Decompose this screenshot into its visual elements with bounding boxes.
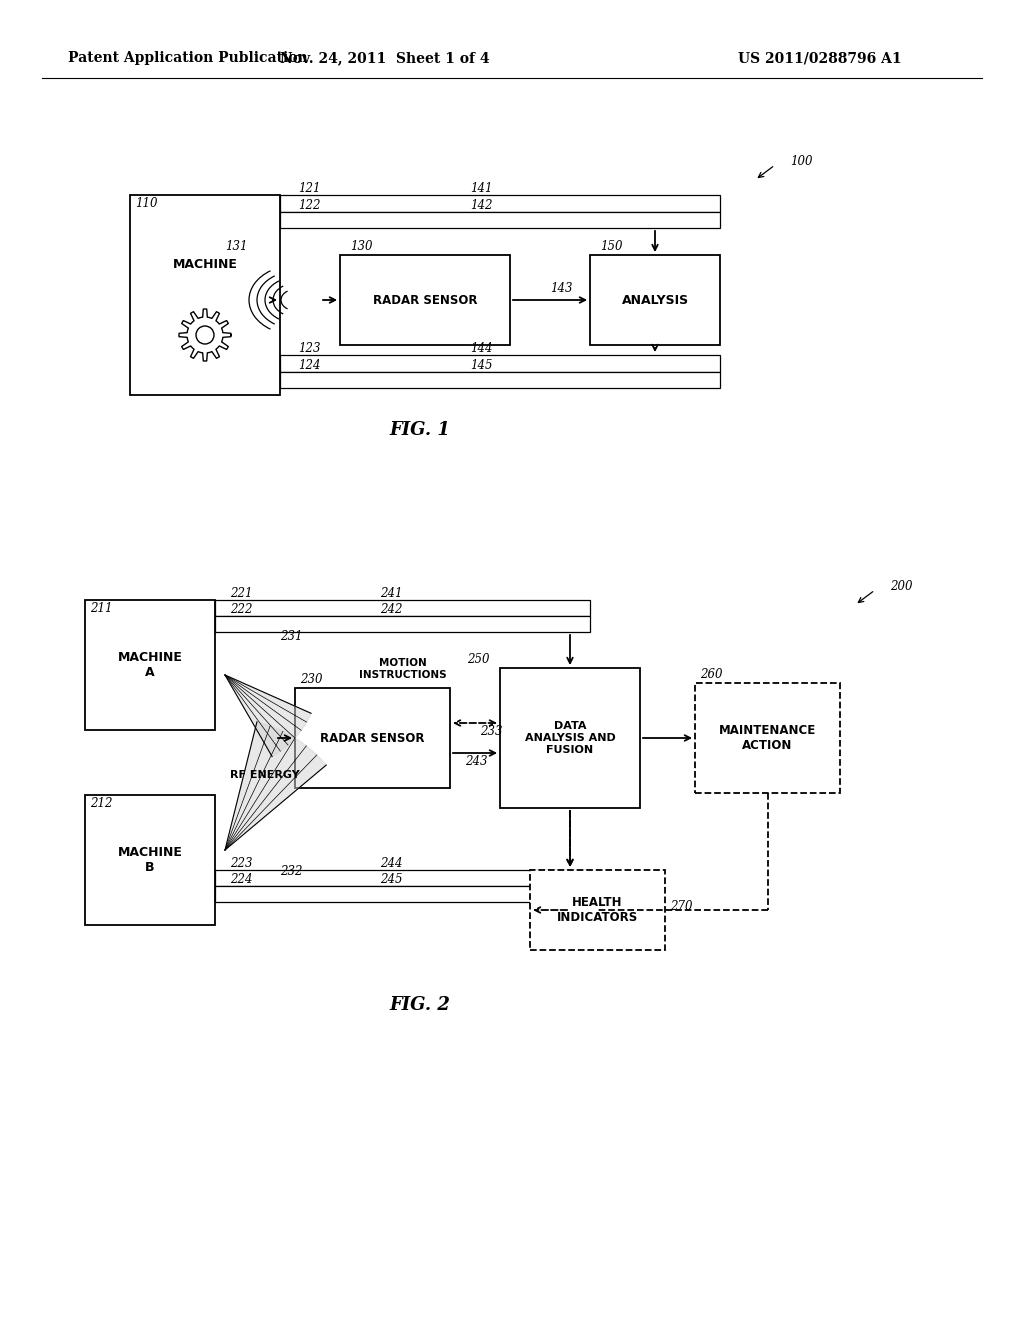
Text: 150: 150 (600, 240, 623, 253)
Text: 242: 242 (380, 603, 402, 616)
Bar (530, 870, 665, 950)
Text: ANALYSIS: ANALYSIS (622, 293, 688, 306)
Text: 100: 100 (790, 154, 812, 168)
Text: 200: 200 (890, 579, 912, 593)
Text: 245: 245 (380, 873, 402, 886)
Text: 110: 110 (135, 197, 158, 210)
Polygon shape (225, 722, 327, 850)
Text: 121: 121 (298, 182, 321, 195)
Text: 131: 131 (225, 240, 248, 253)
Text: RADAR SENSOR: RADAR SENSOR (321, 731, 425, 744)
Bar (215, 616, 590, 632)
Text: 260: 260 (700, 668, 723, 681)
Bar (280, 213, 720, 228)
Text: MACHINE
A: MACHINE A (118, 651, 182, 678)
Text: 223: 223 (230, 857, 253, 870)
Text: 143: 143 (550, 282, 572, 294)
Text: 211: 211 (90, 602, 113, 615)
Bar (215, 870, 590, 886)
Bar (215, 601, 590, 616)
Bar (85, 601, 215, 730)
Text: 241: 241 (380, 587, 402, 601)
Bar (500, 668, 640, 808)
Text: MOTION
INSTRUCTIONS: MOTION INSTRUCTIONS (358, 659, 446, 680)
Text: 244: 244 (380, 857, 402, 870)
Text: 141: 141 (470, 182, 493, 195)
Text: RADAR SENSOR: RADAR SENSOR (373, 293, 477, 306)
Text: 124: 124 (298, 359, 321, 372)
Text: MACHINE
B: MACHINE B (118, 846, 182, 874)
Text: 231: 231 (280, 630, 302, 643)
Text: 233: 233 (480, 725, 503, 738)
Bar (590, 255, 720, 345)
Text: US 2011/0288796 A1: US 2011/0288796 A1 (738, 51, 902, 65)
Text: 142: 142 (470, 199, 493, 213)
Text: 212: 212 (90, 797, 113, 810)
Bar (280, 372, 720, 388)
Text: 250: 250 (468, 653, 490, 667)
Bar (280, 355, 720, 372)
Bar (340, 255, 510, 345)
Text: Nov. 24, 2011  Sheet 1 of 4: Nov. 24, 2011 Sheet 1 of 4 (281, 51, 489, 65)
Text: FIG. 2: FIG. 2 (389, 997, 451, 1014)
Text: RF ENERGY: RF ENERGY (230, 770, 300, 780)
Text: 222: 222 (230, 603, 253, 616)
Text: 144: 144 (470, 342, 493, 355)
Bar (695, 682, 840, 793)
Text: Patent Application Publication: Patent Application Publication (68, 51, 307, 65)
Text: MACHINE: MACHINE (173, 259, 238, 272)
Text: 243: 243 (465, 755, 487, 768)
Bar (215, 886, 590, 902)
Text: 270: 270 (670, 900, 692, 913)
Text: 224: 224 (230, 873, 253, 886)
Text: 130: 130 (350, 240, 373, 253)
Polygon shape (225, 675, 311, 756)
Text: 123: 123 (298, 342, 321, 355)
Text: 145: 145 (470, 359, 493, 372)
Text: 232: 232 (280, 865, 302, 878)
Text: DATA
ANALYSIS AND
FUSION: DATA ANALYSIS AND FUSION (524, 722, 615, 755)
Bar (295, 688, 450, 788)
Text: 122: 122 (298, 199, 321, 213)
Bar (280, 195, 720, 213)
Text: FIG. 1: FIG. 1 (389, 421, 451, 440)
Text: 221: 221 (230, 587, 253, 601)
Text: MAINTENANCE
ACTION: MAINTENANCE ACTION (719, 723, 816, 752)
Bar (85, 795, 215, 925)
Text: HEALTH
INDICATORS: HEALTH INDICATORS (557, 896, 638, 924)
Text: 230: 230 (300, 673, 323, 686)
Bar (130, 195, 280, 395)
